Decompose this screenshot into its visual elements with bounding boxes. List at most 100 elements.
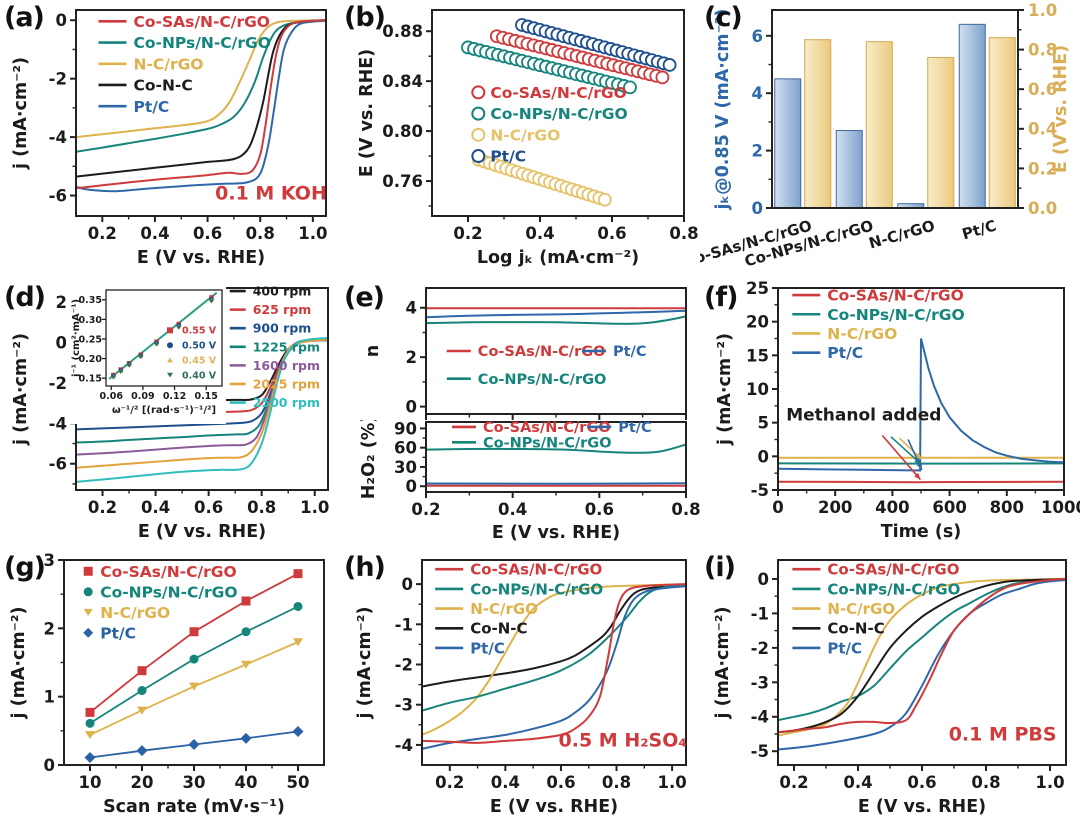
svg-text:-2: -2: [49, 374, 67, 393]
svg-text:ω⁻¹/² [(rad·s⁻¹)⁻¹/²]: ω⁻¹/² [(rad·s⁻¹)⁻¹/²]: [112, 405, 216, 416]
svg-text:Log jₖ (mA·cm⁻²): Log jₖ (mA·cm⁻²): [477, 248, 639, 268]
svg-text:1.0: 1.0: [657, 773, 686, 792]
svg-text:-1: -1: [395, 615, 413, 634]
svg-text:0.55 V: 0.55 V: [182, 326, 217, 337]
svg-text:j (mA·cm⁻²): j (mA·cm⁻²): [355, 606, 375, 719]
svg-text:E (V vs. RHE): E (V vs. RHE): [1051, 45, 1071, 173]
svg-text:Co-SAs/N-C/rGO: Co-SAs/N-C/rGO: [490, 84, 627, 102]
svg-text:0.4: 0.4: [140, 224, 169, 243]
panel-label-b: (b): [344, 2, 386, 33]
svg-text:4: 4: [406, 299, 417, 318]
svg-text:0.06: 0.06: [100, 391, 124, 402]
chart-lsv-koh: 0.2 0.4 0.6 0.8 1.0 0 -2 -4 -6 E (V vs. RHE) j (mA…: [0, 0, 340, 280]
svg-text:20: 20: [746, 313, 769, 332]
svg-text:1225 rpm: 1225 rpm: [253, 339, 320, 354]
svg-text:E (V vs. RHE): E (V vs. RHE): [357, 49, 377, 177]
svg-text:Pt/C: Pt/C: [470, 639, 505, 657]
chart-koutecky-levich-inset: 0.06 0.09 0.12 0.15 0.15 0.20 0.25 0.30 0.35 ω⁻¹/…: [66, 284, 226, 424]
svg-text:-4: -4: [751, 708, 769, 727]
svg-text:-5: -5: [751, 742, 769, 761]
svg-text:6: 6: [752, 27, 763, 46]
panel-label-i: (i): [704, 552, 736, 583]
svg-text:Co-SAs/N-C/rGO: Co-SAs/N-C/rGO: [827, 561, 959, 579]
svg-text:Co-NPs/N-C/rGO: Co-NPs/N-C/rGO: [827, 306, 964, 324]
svg-text:0.2: 0.2: [435, 773, 464, 792]
svg-text:E (V vs. RHE): E (V vs. RHE): [492, 523, 620, 543]
panel-b: (b) 0.2 0.4 0.6 0.8 0.76 0.80 0.84 0.88 Log jₖ (…: [340, 0, 700, 280]
svg-text:Co-NPs/N-C/rGO: Co-NPs/N-C/rGO: [470, 580, 603, 598]
panel-i: (i) 0.2 0.4 0.6 0.8 1.0 0 -1 -2 -3 -4 -5 E (V vs. R…: [700, 550, 1080, 829]
panel-e: (e) 0 2 4 n Co-SAs/N-C/rGO Co-NPs/N-C/rGO Pt/C…: [340, 280, 700, 550]
svg-text:0: 0: [406, 477, 417, 496]
svg-text:E (V vs. RHE): E (V vs. RHE): [490, 797, 618, 817]
panel-label-a: (a): [4, 2, 45, 33]
svg-text:0.09: 0.09: [131, 391, 154, 402]
svg-text:-3: -3: [751, 673, 769, 692]
svg-text:0.8: 0.8: [247, 498, 276, 517]
svg-text:Co-NPs/N-C/rGO: Co-NPs/N-C/rGO: [490, 105, 627, 123]
svg-text:Scan rate (mV·s⁻¹): Scan rate (mV·s⁻¹): [103, 797, 285, 817]
svg-text:0.40 V: 0.40 V: [182, 370, 217, 381]
svg-text:-1: -1: [751, 604, 769, 623]
svg-text:Time (s): Time (s): [881, 522, 962, 542]
svg-text:400 rpm: 400 rpm: [253, 284, 312, 299]
svg-text:900 rpm: 900 rpm: [253, 321, 312, 336]
svg-text:1600 rpm: 1600 rpm: [253, 358, 320, 373]
svg-text:Co-N-C: Co-N-C: [134, 77, 193, 95]
svg-text:15: 15: [746, 346, 769, 365]
svg-text:N-C/rGO: N-C/rGO: [100, 604, 170, 622]
svg-text:60: 60: [394, 439, 417, 458]
svg-text:j (mA·cm⁻²): j (mA·cm⁻²): [9, 606, 29, 719]
svg-text:0.4: 0.4: [1028, 120, 1057, 139]
chart-lsv-h2so4: 0.2 0.4 0.6 0.8 1.0 0 -1 -2 -3 -4 E (V vs. RHE) j (…: [340, 550, 700, 829]
svg-text:0.2: 0.2: [88, 498, 117, 517]
svg-text:0.6: 0.6: [194, 498, 223, 517]
svg-text:0.6: 0.6: [546, 773, 575, 792]
svg-text:N-C/rGO: N-C/rGO: [470, 600, 538, 618]
svg-text:N-C/rGO: N-C/rGO: [827, 600, 895, 618]
chart-lsv-pbs: 0.2 0.4 0.6 0.8 1.0 0 -1 -2 -3 -4 -5 E (V vs. RHE) j…: [700, 550, 1080, 829]
svg-text:-4: -4: [49, 414, 67, 433]
svg-text:Pt/C: Pt/C: [618, 420, 652, 436]
svg-text:4: 4: [752, 84, 763, 103]
chart-scan-rate-capacitance: 10 20 30 40 50 0 1 2 3 Scan rate (mV·s⁻¹) j (mA·cm…: [0, 550, 340, 829]
svg-text:0.2: 0.2: [88, 224, 117, 243]
svg-text:10: 10: [746, 380, 769, 399]
svg-text:0.12: 0.12: [163, 391, 186, 402]
svg-text:jₖ@0.85 V (mA·cm⁻²): jₖ@0.85 V (mA·cm⁻²): [713, 9, 733, 211]
svg-text:-6: -6: [49, 455, 67, 474]
svg-text:1.0: 1.0: [300, 498, 329, 517]
svg-text:1.0: 1.0: [1028, 1, 1057, 20]
svg-text:0.88: 0.88: [382, 22, 423, 41]
svg-text:N-C/rGO: N-C/rGO: [134, 55, 204, 73]
svg-text:0.35: 0.35: [79, 295, 102, 306]
svg-text:0.45 V: 0.45 V: [182, 356, 217, 367]
svg-text:E (V vs. RHE): E (V vs. RHE): [137, 248, 265, 268]
svg-text:0: 0: [406, 398, 417, 417]
svg-text:j (mA·cm⁻²): j (mA·cm⁻²): [11, 333, 31, 446]
svg-text:0.50 V: 0.50 V: [182, 341, 217, 352]
svg-text:0.4: 0.4: [843, 773, 872, 792]
svg-text:0.6: 0.6: [597, 224, 626, 243]
svg-text:0.8: 0.8: [669, 224, 698, 243]
svg-text:0.80: 0.80: [382, 122, 423, 141]
svg-text:0.6: 0.6: [907, 773, 936, 792]
svg-text:Pt/C: Pt/C: [613, 344, 647, 360]
svg-text:0.8: 0.8: [602, 773, 631, 792]
svg-text:Co-SAs/N-C/rGO: Co-SAs/N-C/rGO: [134, 13, 271, 31]
svg-text:2500 rpm: 2500 rpm: [253, 395, 320, 410]
svg-text:0.84: 0.84: [382, 72, 423, 91]
svg-text:1: 1: [44, 688, 55, 707]
svg-text:625 rpm: 625 rpm: [253, 302, 312, 317]
panel-h: (h) 0.2 0.4 0.6 0.8 1.0 0 -1 -2 -3 -4 E (V vs. RHE…: [340, 550, 700, 829]
svg-text:2: 2: [406, 348, 417, 367]
svg-text:Co-SAs/N-C/rGO: Co-SAs/N-C/rGO: [478, 344, 606, 360]
svg-text:Co-SAs/N-C/rGO: Co-SAs/N-C/rGO: [100, 563, 237, 581]
panel-a: (a) 0.2 0.4 0.6 0.8 1.0 0 -2 -4 -6 E (V vs. RHE) j…: [0, 0, 340, 280]
svg-text:10: 10: [79, 773, 102, 792]
svg-text:Pt/C: Pt/C: [490, 148, 526, 166]
svg-text:0.30: 0.30: [79, 315, 103, 326]
